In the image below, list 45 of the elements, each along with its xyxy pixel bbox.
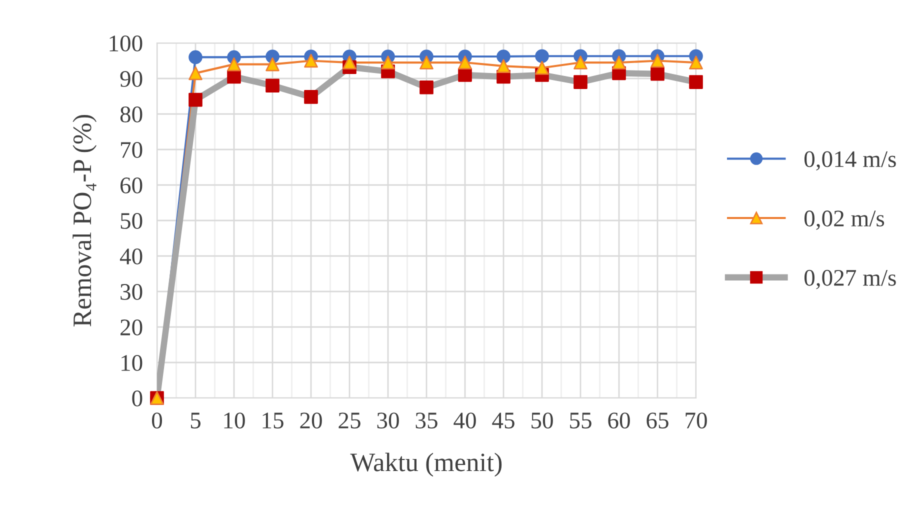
y-axis-title: Removal PO₄-P (%): [72, 114, 97, 326]
y-tick-label: 50: [120, 212, 142, 229]
point: [420, 56, 434, 70]
x-tick-label: 10: [224, 412, 245, 429]
point: [188, 66, 202, 80]
point: [266, 57, 280, 72]
y-tick-label: 40: [120, 248, 142, 264]
point: [304, 54, 318, 68]
y-tick-label: 30: [120, 284, 142, 300]
point: [227, 57, 241, 72]
x-tick-label: 40: [454, 412, 476, 429]
point: [342, 56, 356, 70]
point: [689, 56, 703, 70]
point: [650, 54, 664, 68]
legend-label: 0,02 m/s: [804, 210, 884, 230]
y-tick-label: 20: [120, 319, 142, 336]
point: [381, 56, 395, 70]
y-tick-label: 0: [132, 390, 142, 406]
x-axis-title: Waktu (menit): [350, 452, 502, 477]
x-tick-label: 35: [416, 412, 438, 429]
legend-label: 0,014 m/s: [804, 151, 896, 171]
y-tick-label: 60: [120, 177, 142, 194]
point: [458, 56, 472, 70]
x-tick-label: 20: [300, 412, 322, 429]
y-tick-label: 100: [110, 35, 142, 52]
x-tick-label: 60: [608, 412, 630, 429]
point: [612, 56, 626, 70]
point: [496, 59, 510, 73]
point: [535, 60, 549, 75]
x-tick-label: 45: [492, 412, 514, 429]
y-tick-label: 80: [120, 106, 142, 122]
x-tick-label: 25: [338, 412, 360, 429]
x-tick-label: 70: [686, 412, 707, 429]
x-tick-label: 15: [262, 412, 284, 429]
y-tick-label: 70: [121, 142, 142, 158]
y-tick-label: 10: [122, 354, 142, 371]
point: [574, 56, 588, 70]
x-tick-label: 55: [570, 412, 592, 429]
x-tick-label: 5: [190, 412, 200, 429]
x-tick-label: 50: [532, 412, 553, 429]
legend-label: 0,027 m/s: [804, 270, 896, 290]
x-tick-label: 65: [646, 412, 668, 429]
x-tick-label: 30: [377, 412, 399, 429]
y-tick-label: 90: [120, 70, 142, 87]
x-tick-label: 0: [152, 412, 162, 429]
